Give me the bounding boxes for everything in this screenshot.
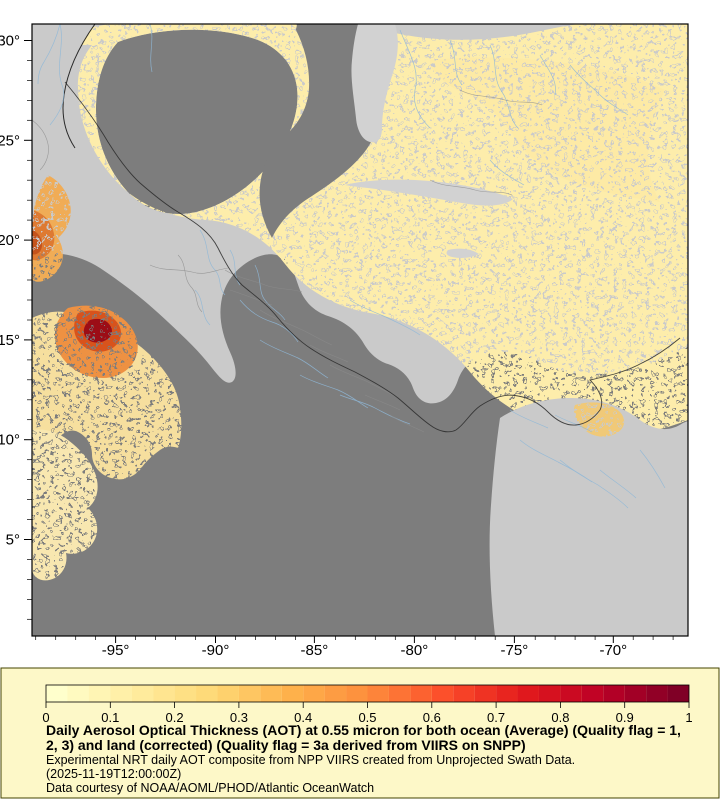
svg-text:-90°: -90° <box>202 642 230 659</box>
svg-text:2, 3) and land (corrected) (Qu: 2, 3) and land (corrected) (Quality flag… <box>46 737 526 753</box>
svg-text:30°: 30° <box>0 33 20 50</box>
svg-text:-95°: -95° <box>102 642 130 659</box>
svg-text:5°: 5° <box>6 532 20 549</box>
svg-text:25°: 25° <box>0 132 20 149</box>
svg-text:1: 1 <box>685 710 692 725</box>
svg-text:15°: 15° <box>0 332 20 349</box>
svg-text:(2025-11-19T12:00:00Z): (2025-11-19T12:00:00Z) <box>46 767 181 781</box>
svg-text:-70°: -70° <box>599 642 627 659</box>
svg-text:-85°: -85° <box>301 642 329 659</box>
svg-text:10°: 10° <box>0 432 20 449</box>
svg-text:Data courtesy of NOAA/AOML/PHO: Data courtesy of NOAA/AOML/PHOD/Atlantic… <box>46 781 374 795</box>
svg-text:Experimental NRT daily AOT com: Experimental NRT daily AOT composite fro… <box>46 753 575 767</box>
svg-text:20°: 20° <box>0 232 20 249</box>
svg-text:-80°: -80° <box>401 642 429 659</box>
svg-text:-75°: -75° <box>501 642 529 659</box>
svg-text:Daily Aerosol Optical Thicknes: Daily Aerosol Optical Thickness (AOT) at… <box>46 722 681 738</box>
